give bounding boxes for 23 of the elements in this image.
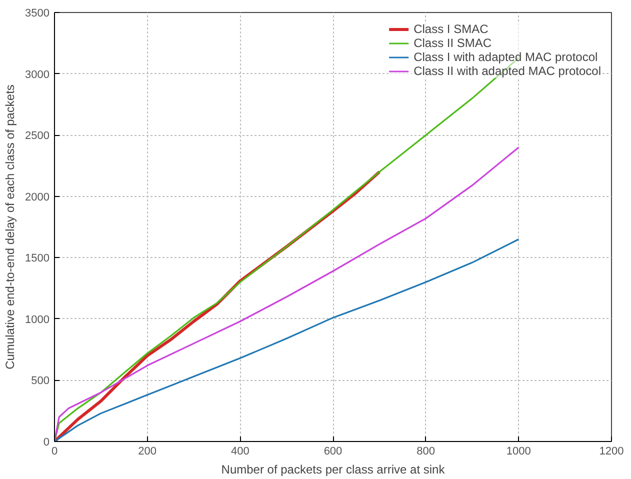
x-tick-label: 400: [230, 446, 250, 458]
legend-label: Class II SMAC: [414, 36, 492, 50]
y-tick-label: 2500: [25, 130, 50, 142]
line-series: [54, 238, 520, 442]
x-tick-label: 1200: [599, 446, 624, 458]
y-tick-label: 1000: [25, 314, 50, 326]
x-tick-label: 1000: [506, 446, 531, 458]
legend-label: Class I with adapted MAC protocol: [414, 50, 598, 64]
y-tick-label: 3500: [25, 8, 50, 20]
y-tick-label: 500: [31, 375, 50, 388]
y-tick-label: 0: [43, 436, 50, 448]
line-series: [54, 146, 520, 442]
legend-label: Class II with adapted MAC protocol: [414, 64, 601, 78]
y-tick-label: 1500: [25, 252, 50, 265]
y-tick-label: 3000: [25, 68, 50, 81]
x-tick-label: 200: [138, 446, 157, 458]
x-tick-label: 800: [416, 446, 436, 458]
x-axis-title: Number of packets per class arrive at sink: [221, 462, 446, 476]
legend-label: Class I SMAC: [414, 22, 488, 36]
y-axis-title: Cumulative end-to-end delay of each class of packets: [3, 84, 18, 370]
x-tick-label: 600: [324, 446, 342, 458]
y-tick-label: 2000: [25, 191, 50, 204]
x-tick-label: 0: [51, 446, 58, 458]
